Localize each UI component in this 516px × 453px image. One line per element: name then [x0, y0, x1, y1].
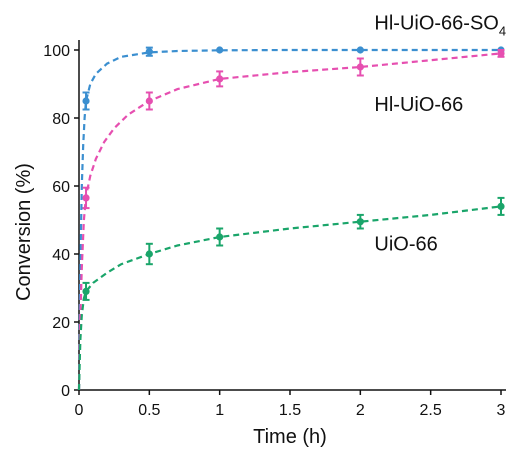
data-point — [497, 196, 505, 216]
series-label-text: Hl-UiO-66 — [374, 94, 463, 116]
series-label-2: UiO-66 — [374, 234, 437, 256]
y-tick-label: 40 — [52, 247, 70, 264]
marker — [497, 202, 505, 210]
fit-curve-2 — [77, 205, 502, 391]
data-point — [356, 46, 364, 54]
marker — [82, 97, 90, 105]
x-tick-label: 0.5 — [138, 402, 160, 419]
series-label-subscript: 4 — [499, 24, 506, 39]
y-tick-label: 60 — [52, 179, 70, 196]
x-tick-label: 2.5 — [420, 402, 442, 419]
fit-curves — [77, 48, 502, 391]
y-axis-title: Conversion (%) — [13, 163, 35, 301]
fit-curve-0 — [77, 48, 501, 391]
series-label-1: Hl-UiO-66 — [374, 94, 463, 116]
x-axis-title: Time (h) — [253, 426, 327, 448]
data-point — [145, 46, 153, 57]
x-tick-label: 0 — [75, 402, 84, 419]
data-point — [82, 281, 90, 301]
data-point — [356, 213, 364, 230]
data-point — [497, 49, 505, 58]
series-labels: Hl-UiO-66-SO4 Hl-UiO-66 UiO-66 — [374, 13, 506, 256]
data-point — [82, 91, 90, 111]
data-point — [216, 46, 224, 54]
marker — [82, 194, 90, 202]
marker — [145, 97, 153, 105]
data-point — [356, 57, 364, 77]
axes: 0 0.5 1 1.5 2 2.5 3 0 20 40 60 80 100 — [43, 40, 506, 419]
marker — [145, 48, 153, 56]
series-label-text: UiO-66 — [374, 234, 437, 256]
y-tick-label: 100 — [43, 43, 70, 60]
y-tick-label: 20 — [52, 315, 70, 332]
x-tick-label: 3 — [497, 402, 506, 419]
marker — [356, 218, 364, 226]
data-points — [82, 46, 505, 301]
x-tick-label: 2 — [356, 402, 365, 419]
fit-curve-1 — [77, 52, 502, 391]
y-tick-label: 80 — [52, 111, 70, 128]
data-point — [145, 242, 153, 266]
y-tick-label: 0 — [61, 383, 70, 400]
data-point — [216, 227, 224, 247]
marker — [216, 75, 224, 83]
x-tick-label: 1 — [215, 402, 224, 419]
marker — [216, 46, 224, 54]
x-tick-label: 1.5 — [279, 402, 301, 419]
series-label-0: Hl-UiO-66-SO4 — [374, 13, 506, 39]
data-point — [145, 91, 153, 111]
marker — [145, 250, 153, 258]
data-point — [82, 186, 90, 210]
marker — [497, 49, 505, 58]
series-label-text: Hl-UiO-66-SO — [374, 13, 498, 35]
marker — [82, 287, 90, 295]
marker — [356, 63, 364, 71]
marker — [216, 233, 224, 241]
marker — [356, 46, 364, 54]
data-point — [216, 70, 224, 88]
